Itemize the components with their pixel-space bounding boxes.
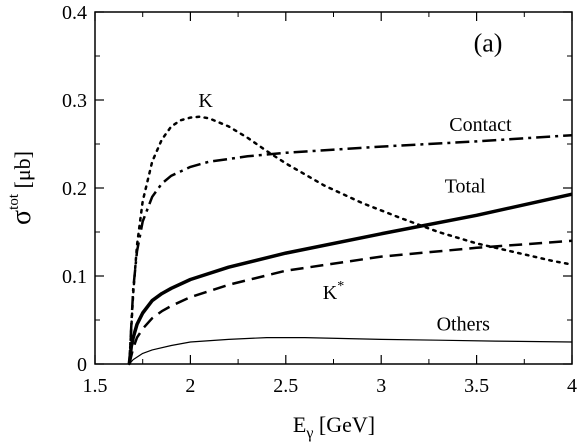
labels-layer: 1.5 2 2.5 3 3.5 4 0 0.1 0.2 0.3 0.4 (a) K Contact Tota… bbox=[62, 2, 577, 397]
series-line-total bbox=[127, 192, 573, 365]
y-tick-label: 0.3 bbox=[62, 90, 87, 112]
x-tick-label: 3.5 bbox=[464, 375, 489, 397]
y-axis-label: σtot [μb] bbox=[6, 151, 37, 225]
series-layer bbox=[127, 115, 574, 366]
x-tick-label: 2.5 bbox=[273, 375, 298, 397]
ticks-layer bbox=[94, 11, 573, 365]
annotation-k-star: K* bbox=[323, 279, 344, 304]
y-tick-label: 0.2 bbox=[62, 178, 87, 200]
y-tick-label: 0.1 bbox=[62, 266, 87, 288]
x-tick-label: 2 bbox=[185, 375, 195, 397]
annotation-k: K bbox=[198, 90, 213, 112]
series-line-contact bbox=[128, 133, 573, 365]
annotation-a: (a) bbox=[474, 29, 503, 58]
y-tick-label: 0.4 bbox=[62, 2, 87, 24]
x-tick-label: 4 bbox=[567, 375, 577, 397]
x-tick-label: 3 bbox=[376, 375, 386, 397]
annotation-contact: Contact bbox=[449, 114, 512, 136]
x-tick-label: 1.5 bbox=[83, 375, 108, 397]
plot-frame bbox=[94, 11, 573, 365]
annotation-others: Others bbox=[437, 314, 491, 336]
series-line-others bbox=[128, 337, 573, 365]
series-line-k bbox=[128, 115, 574, 366]
annotation-total: Total bbox=[445, 175, 486, 197]
y-tick-label: 0 bbox=[77, 354, 87, 376]
x-axis-label: Eγ [GeV] bbox=[293, 412, 375, 442]
series-line-kstar bbox=[128, 239, 573, 365]
